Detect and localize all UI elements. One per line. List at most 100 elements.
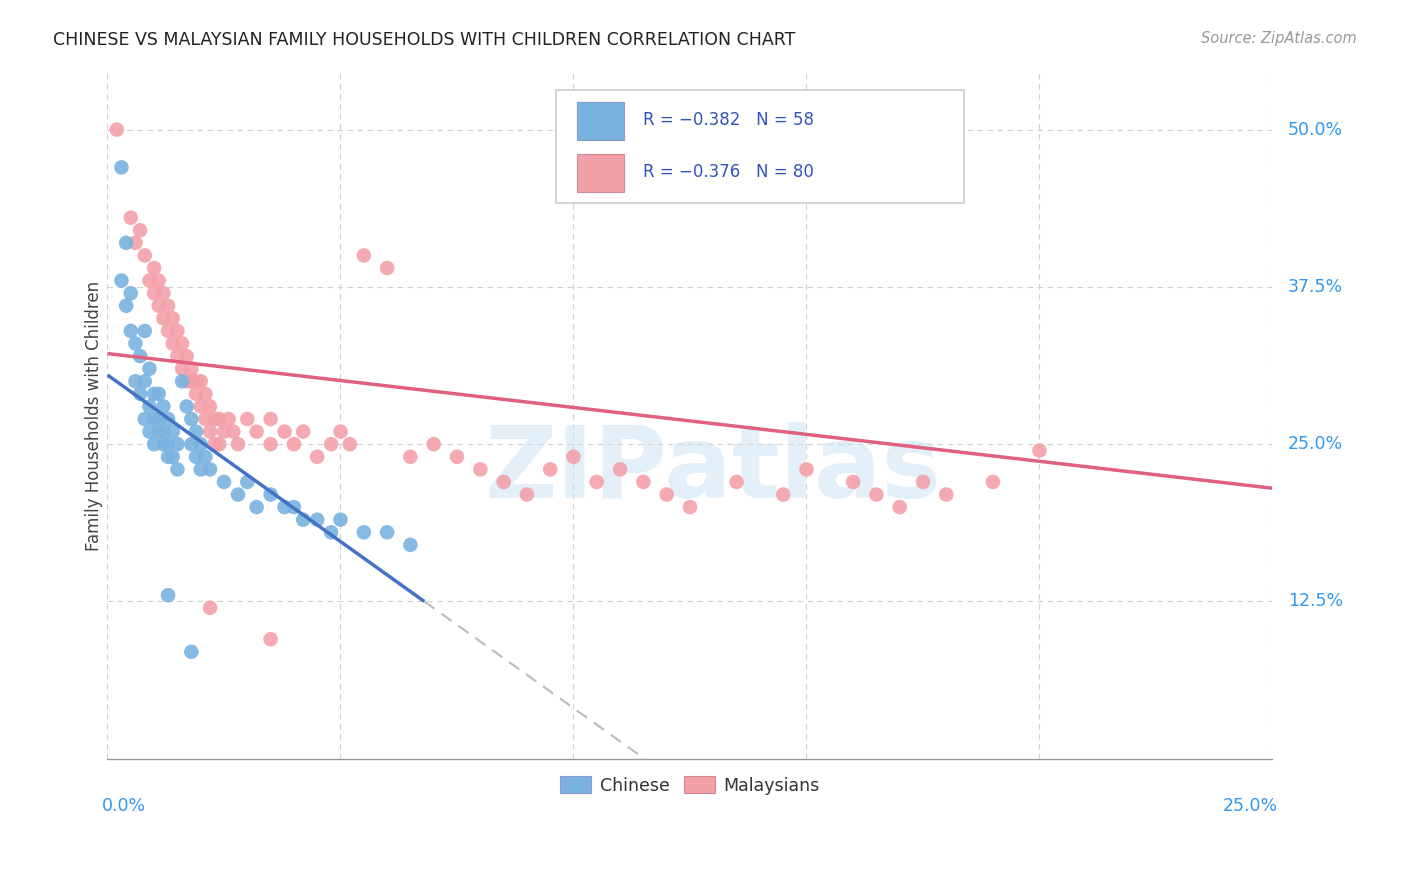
Point [148, 412, 170, 426]
Text: 0.0%: 0.0% [101, 797, 146, 814]
Point [865, 487, 887, 501]
Point [115, 235, 138, 250]
Point [176, 349, 198, 363]
Point [129, 387, 152, 401]
Point [911, 475, 934, 489]
Point [170, 336, 193, 351]
Point [246, 500, 269, 515]
Text: R = −0.382   N = 58: R = −0.382 N = 58 [644, 112, 814, 129]
Point [176, 400, 198, 414]
Point [725, 475, 748, 489]
Point [184, 374, 207, 388]
Point [162, 336, 184, 351]
Point [143, 437, 166, 451]
Point [842, 475, 865, 489]
Point [157, 412, 180, 426]
Point [212, 425, 235, 439]
Point [246, 425, 269, 439]
Point [162, 311, 184, 326]
Point [655, 487, 678, 501]
Point [375, 260, 398, 275]
Point [170, 374, 193, 388]
Point [166, 462, 188, 476]
Point [124, 235, 146, 250]
Point [152, 286, 174, 301]
Point [129, 223, 152, 237]
Point [180, 361, 202, 376]
Point [226, 487, 249, 501]
Text: R = −0.376   N = 80: R = −0.376 N = 80 [644, 163, 814, 181]
Point [198, 462, 221, 476]
Point [321, 525, 343, 540]
FancyBboxPatch shape [576, 102, 624, 139]
Point [292, 513, 315, 527]
Point [190, 374, 212, 388]
Point [889, 500, 911, 515]
Point [307, 450, 329, 464]
Point [609, 462, 631, 476]
Text: 12.5%: 12.5% [1288, 592, 1343, 610]
Point [339, 437, 361, 451]
Point [283, 437, 305, 451]
Point [679, 500, 702, 515]
Point [176, 374, 198, 388]
Point [399, 538, 422, 552]
Point [184, 387, 207, 401]
Point [585, 475, 607, 489]
Point [170, 361, 193, 376]
Point [796, 462, 818, 476]
Point [143, 260, 166, 275]
Text: Source: ZipAtlas.com: Source: ZipAtlas.com [1201, 31, 1357, 46]
Point [157, 299, 180, 313]
Text: 50.0%: 50.0% [1288, 120, 1343, 138]
Point [194, 412, 217, 426]
Point [180, 437, 202, 451]
Point [152, 311, 174, 326]
Point [194, 450, 217, 464]
Point [105, 122, 128, 136]
Point [138, 400, 160, 414]
Point [375, 525, 398, 540]
Point [399, 450, 422, 464]
Y-axis label: Family Households with Children: Family Households with Children [86, 281, 103, 551]
Point [198, 425, 221, 439]
Point [292, 425, 315, 439]
Point [152, 437, 174, 451]
Point [446, 450, 468, 464]
Point [236, 412, 259, 426]
Point [208, 412, 231, 426]
Point [143, 286, 166, 301]
Point [134, 248, 156, 262]
Point [353, 525, 375, 540]
Point [283, 500, 305, 515]
Point [222, 425, 245, 439]
Point [538, 462, 561, 476]
Point [184, 450, 207, 464]
Text: ZIPatlas: ZIPatlas [485, 422, 942, 519]
Point [329, 425, 352, 439]
Point [143, 412, 166, 426]
Point [152, 425, 174, 439]
Text: CHINESE VS MALAYSIAN FAMILY HOUSEHOLDS WITH CHILDREN CORRELATION CHART: CHINESE VS MALAYSIAN FAMILY HOUSEHOLDS W… [53, 31, 796, 49]
Point [492, 475, 515, 489]
Point [259, 412, 281, 426]
Point [110, 161, 132, 175]
Point [194, 387, 217, 401]
Point [218, 412, 240, 426]
Point [138, 274, 160, 288]
Point [198, 600, 221, 615]
Point [259, 437, 281, 451]
Point [204, 412, 226, 426]
Point [981, 475, 1004, 489]
Point [162, 450, 184, 464]
Point [157, 450, 180, 464]
Point [180, 645, 202, 659]
Point [273, 425, 295, 439]
Point [259, 632, 281, 647]
FancyBboxPatch shape [576, 154, 624, 192]
FancyBboxPatch shape [555, 90, 963, 203]
Point [516, 487, 538, 501]
Point [190, 462, 212, 476]
Point [148, 425, 170, 439]
Point [166, 349, 188, 363]
